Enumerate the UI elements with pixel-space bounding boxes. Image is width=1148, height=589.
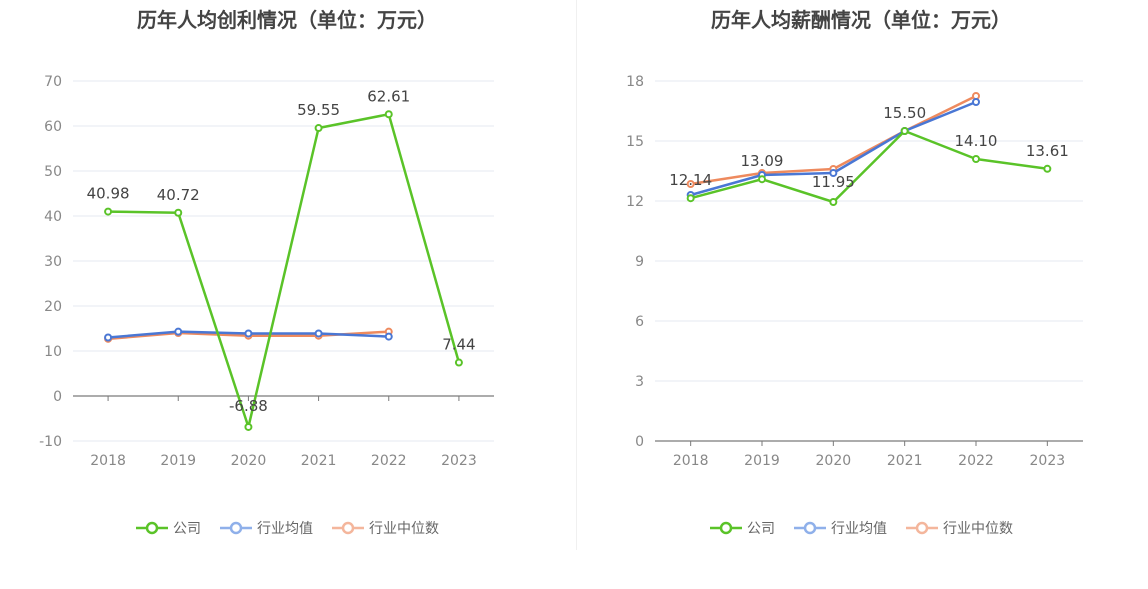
- y-tick-label: 6: [635, 314, 644, 330]
- x-tick-label: 2022: [371, 453, 407, 469]
- profit-chart-svg: -10 0 10 20 30 40 50 60 70 2018 2019 2020 2021 2022 20…: [39, 74, 494, 469]
- chart-legend: 公司 行业均值 行业中位数: [0, 518, 574, 538]
- y-tick-label: 15: [626, 134, 644, 150]
- data-point-company: [1043, 164, 1052, 173]
- y-tick-label: 70: [44, 74, 62, 90]
- series-line-company: [108, 113, 461, 429]
- legend-label-avg: 行业均值: [831, 521, 887, 537]
- data-label: 11.95: [812, 173, 855, 191]
- data-point-avg: [972, 98, 980, 106]
- y-tick-label: 0: [635, 434, 644, 450]
- legend-label-avg: 行业均值: [257, 521, 313, 537]
- data-label: 59.55: [297, 101, 340, 119]
- legend-avg-icon: [794, 521, 826, 535]
- data-point-company: [174, 208, 183, 217]
- data-label: 13.61: [1026, 142, 1069, 160]
- legend-item-company[interactable]: 公司: [709, 518, 775, 538]
- y-tick-label: 10: [44, 344, 62, 360]
- legend-item-avg[interactable]: 行业均值: [793, 518, 887, 538]
- legend-item-company[interactable]: 公司: [135, 518, 201, 538]
- profit-chart-panel: 历年人均创利情况（单位：万元） -10 0 10 20 30 40 50 60 70 2018 20…: [0, 8, 574, 538]
- data-point-company: [758, 175, 766, 184]
- y-tick-label: 30: [44, 254, 62, 270]
- x-tick-label: 2019: [160, 453, 196, 469]
- data-point-avg: [244, 329, 253, 338]
- data-point-avg: [829, 169, 838, 177]
- x-tick-label: 2020: [231, 453, 267, 469]
- chart-legend: 公司 行业均值 行业中位数: [574, 518, 1148, 538]
- salary-chart-svg: 0 3 6 9 12 15 18 2018 2019 2020 2021 2022 2023 12.14 1…: [626, 74, 1083, 469]
- data-point-company: [454, 358, 463, 367]
- y-tick-label: 40: [44, 209, 62, 225]
- x-tick-label: 2021: [887, 453, 923, 469]
- data-point-company: [244, 422, 253, 431]
- y-tick-label: 18: [626, 74, 644, 90]
- data-point-avg: [314, 329, 323, 338]
- legend-label-median: 行业中位数: [943, 521, 1013, 537]
- y-tick-label: 3: [635, 374, 644, 390]
- data-point-company: [314, 124, 323, 133]
- x-tick-label: 2021: [301, 453, 337, 469]
- data-point-median: [686, 180, 695, 188]
- data-label: 15.50: [883, 104, 926, 122]
- legend-item-median[interactable]: 行业中位数: [331, 518, 439, 538]
- x-tick-label: 2019: [744, 453, 780, 469]
- legend-median-icon: [332, 521, 364, 535]
- data-point-company: [104, 207, 113, 216]
- data-label: 62.61: [367, 87, 410, 105]
- chart-title: 历年人均薪酬情况（单位：万元）: [711, 8, 1011, 32]
- legend-item-median[interactable]: 行业中位数: [905, 518, 1013, 538]
- y-tick-label: -10: [39, 434, 62, 450]
- x-tick-label: 2023: [1030, 453, 1066, 469]
- legend-avg-icon: [220, 521, 252, 535]
- x-tick-label: 2022: [958, 453, 994, 469]
- legend-company-icon: [136, 521, 168, 535]
- data-point-company: [384, 110, 393, 119]
- data-point-company: [686, 194, 695, 203]
- panel-divider: [576, 0, 577, 550]
- series-line-company: [690, 129, 1048, 204]
- data-point-avg: [174, 327, 183, 336]
- salary-chart-panel: 历年人均薪酬情况（单位：万元） 0 3 6 9 12 15 18 2018 2019 2020 20…: [574, 0, 1148, 589]
- y-tick-label: 20: [44, 299, 62, 315]
- data-label: -6.88: [229, 397, 268, 415]
- x-tick-label: 2018: [90, 453, 126, 469]
- y-tick-label: 9: [635, 254, 644, 270]
- legend-label-company: 公司: [747, 521, 775, 537]
- chart-title: 历年人均创利情况（单位：万元）: [137, 8, 437, 32]
- y-tick-label: 60: [44, 119, 62, 135]
- legend-label-median: 行业中位数: [369, 521, 439, 537]
- legend-item-avg[interactable]: 行业均值: [219, 518, 313, 538]
- data-label: 13.09: [741, 152, 784, 170]
- data-label: 40.98: [87, 185, 130, 203]
- data-point-company: [900, 127, 909, 135]
- legend-median-icon: [906, 521, 938, 535]
- data-point-company: [972, 155, 980, 163]
- data-label: 7.44: [442, 336, 475, 354]
- y-tick-label: 0: [53, 389, 62, 405]
- data-point-avg: [384, 332, 393, 341]
- x-tick-label: 2020: [816, 453, 852, 469]
- legend-company-icon: [710, 521, 742, 535]
- y-tick-label: 12: [626, 194, 644, 210]
- data-label: 12.14: [669, 171, 712, 189]
- data-label: 14.10: [955, 132, 998, 150]
- x-tick-label: 2018: [673, 453, 709, 469]
- legend-label-company: 公司: [173, 521, 201, 537]
- y-tick-label: 50: [44, 164, 62, 180]
- data-point-avg: [104, 333, 113, 342]
- data-label: 40.72: [157, 186, 200, 204]
- x-tick-label: 2023: [441, 453, 477, 469]
- data-point-company: [829, 198, 838, 206]
